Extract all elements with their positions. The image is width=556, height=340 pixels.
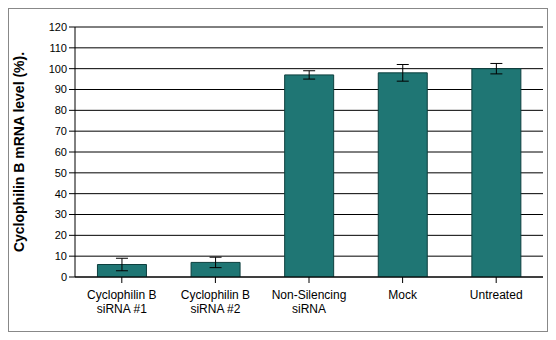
svg-text:50: 50 (55, 167, 67, 179)
svg-text:60: 60 (55, 146, 67, 158)
svg-text:70: 70 (55, 125, 67, 137)
svg-text:10: 10 (55, 250, 67, 262)
svg-text:30: 30 (55, 208, 67, 220)
svg-text:Mock: Mock (388, 288, 418, 302)
svg-text:20: 20 (55, 229, 67, 241)
svg-text:Cyclophilin B mRNA level (%).: Cyclophilin B mRNA level (%). (11, 52, 27, 252)
svg-text:120: 120 (49, 21, 67, 33)
svg-text:Cyclophilin BsiRNA #2: Cyclophilin BsiRNA #2 (181, 288, 250, 316)
svg-text:100: 100 (49, 63, 67, 75)
svg-text:90: 90 (55, 83, 67, 95)
svg-text:Non-SilencingsiRNA: Non-SilencingsiRNA (272, 288, 347, 316)
svg-text:0: 0 (61, 271, 67, 283)
svg-text:40: 40 (55, 188, 67, 200)
svg-text:Cyclophilin BsiRNA #1: Cyclophilin BsiRNA #1 (87, 288, 156, 316)
svg-text:Untreated: Untreated (470, 288, 523, 302)
svg-text:110: 110 (49, 42, 67, 54)
svg-text:80: 80 (55, 104, 67, 116)
